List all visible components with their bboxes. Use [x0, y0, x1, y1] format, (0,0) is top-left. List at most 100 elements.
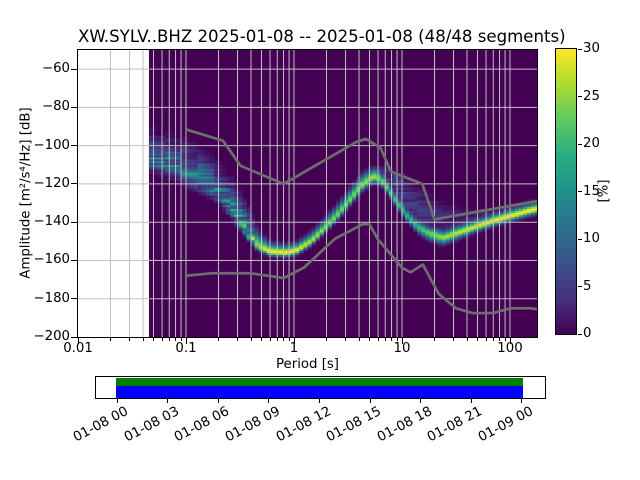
colorbar-tick: [577, 238, 582, 240]
x-minor-tick: [276, 338, 278, 341]
x-tick-label: 100: [497, 341, 523, 356]
timeline-tick: [268, 399, 270, 403]
y-tick-label: −200: [33, 329, 70, 344]
colorbar-tick-label: 30: [583, 41, 600, 56]
y-major-tick: [71, 183, 77, 185]
x-axis-label: Period [s]: [276, 357, 339, 372]
y-major-tick: [71, 68, 77, 70]
colorbar-tick: [577, 333, 582, 335]
x-tick-label: 0.01: [63, 341, 93, 356]
y-tick-label: −180: [33, 290, 70, 306]
x-tick-label: 0.1: [175, 341, 197, 356]
x-minor-tick: [391, 338, 393, 341]
timeline-tick-label: 01-08 03: [121, 404, 182, 446]
x-minor-tick: [396, 338, 398, 341]
colorbar-tick: [577, 48, 582, 50]
timeline-tick: [167, 399, 169, 403]
timeline-tick: [369, 399, 371, 403]
x-minor-tick: [504, 338, 506, 341]
x-minor-tick: [142, 338, 144, 341]
x-minor-tick: [499, 338, 501, 341]
x-minor-tick: [152, 338, 154, 341]
colorbar-tick: [577, 286, 582, 287]
timeline-tick-label: 01-09 00: [476, 404, 536, 446]
x-minor-tick: [466, 338, 468, 341]
x-tick-label: 10: [393, 341, 411, 356]
x-minor-tick: [358, 338, 360, 341]
colorbar-label: [%]: [596, 179, 612, 203]
y-tick-label: −60: [41, 61, 70, 77]
timeline-tick: [217, 399, 219, 403]
x-minor-tick: [250, 338, 252, 341]
timeline-tick-label: 01-08 15: [324, 404, 385, 446]
x-tick-label: 1: [289, 341, 299, 356]
x-minor-tick: [175, 338, 177, 341]
x-minor-tick: [110, 338, 111, 341]
timeline-tick: [521, 399, 523, 403]
colorbar-tick-label: 0: [583, 326, 592, 341]
y-major-tick: [71, 145, 77, 147]
x-minor-tick: [161, 338, 163, 341]
x-minor-tick: [283, 338, 285, 341]
colorbar: [555, 48, 577, 335]
x-minor-tick: [288, 338, 290, 341]
timeline-tick-label: 01-08 18: [374, 404, 435, 446]
x-minor-tick: [168, 338, 170, 341]
x-major-tick: [185, 338, 187, 344]
x-minor-tick: [269, 338, 271, 341]
timeline-box: [95, 376, 546, 399]
colorbar-tick-label: 25: [583, 88, 600, 104]
x-minor-tick: [326, 338, 327, 341]
y-tick-label: −120: [33, 175, 70, 191]
colorbar-gradient: [556, 49, 576, 334]
timeline-tick: [318, 399, 320, 403]
y-tick-label: −100: [33, 137, 70, 153]
colorbar-tick: [577, 191, 582, 192]
x-minor-tick: [260, 338, 262, 341]
colorbar-tick-label: 10: [583, 231, 600, 246]
colorbar-tick-label: 20: [583, 136, 600, 151]
x-minor-tick: [384, 338, 386, 341]
timeline-tick-label: 01-08 12: [273, 404, 334, 446]
x-major-tick: [401, 338, 403, 344]
x-major-tick: [293, 338, 295, 344]
y-major-tick: [71, 298, 77, 300]
colorbar-tick: [577, 143, 582, 145]
x-minor-tick: [218, 338, 219, 341]
timeline-tick: [420, 399, 422, 403]
x-minor-tick: [345, 338, 347, 341]
colorbar-tick-label: 5: [583, 278, 592, 294]
timeline-coverage-top-bar: [116, 378, 523, 386]
y-tick-label: −140: [33, 214, 70, 230]
x-minor-tick: [180, 338, 182, 341]
timeline-tick-label: 01-08 06: [172, 404, 233, 446]
x-minor-tick: [237, 338, 239, 341]
x-minor-tick: [434, 338, 435, 341]
x-minor-tick: [492, 338, 494, 341]
ppsd-heatmap-canvas: [78, 50, 537, 337]
colorbar-tick-label: 15: [583, 183, 600, 199]
timeline-tick-label: 01-08 21: [425, 404, 486, 446]
y-tick-label: −160: [33, 252, 70, 268]
timeline-coverage-bottom-bar: [116, 386, 523, 398]
y-major-tick: [71, 106, 77, 108]
y-major-tick: [71, 259, 77, 261]
timeline-tick: [470, 399, 472, 403]
x-minor-tick: [368, 338, 370, 341]
y-major-tick: [71, 336, 77, 338]
x-major-tick: [77, 338, 79, 344]
timeline-tick-label: 01-08 00: [71, 404, 132, 446]
timeline-tick: [116, 399, 118, 403]
timeline-tick-label: 01-08 09: [223, 404, 283, 446]
x-minor-tick: [129, 338, 131, 341]
y-tick-label: −80: [41, 99, 70, 115]
x-minor-tick: [377, 338, 379, 341]
colorbar-tick: [577, 96, 582, 97]
x-minor-tick: [476, 338, 478, 341]
x-major-tick: [509, 338, 511, 344]
y-major-tick: [71, 221, 77, 223]
plot-frame: [77, 49, 538, 338]
x-minor-tick: [485, 338, 487, 341]
plot-title: XW.SYLV..BHZ 2025-01-08 -- 2025-01-08 (4…: [78, 27, 566, 46]
